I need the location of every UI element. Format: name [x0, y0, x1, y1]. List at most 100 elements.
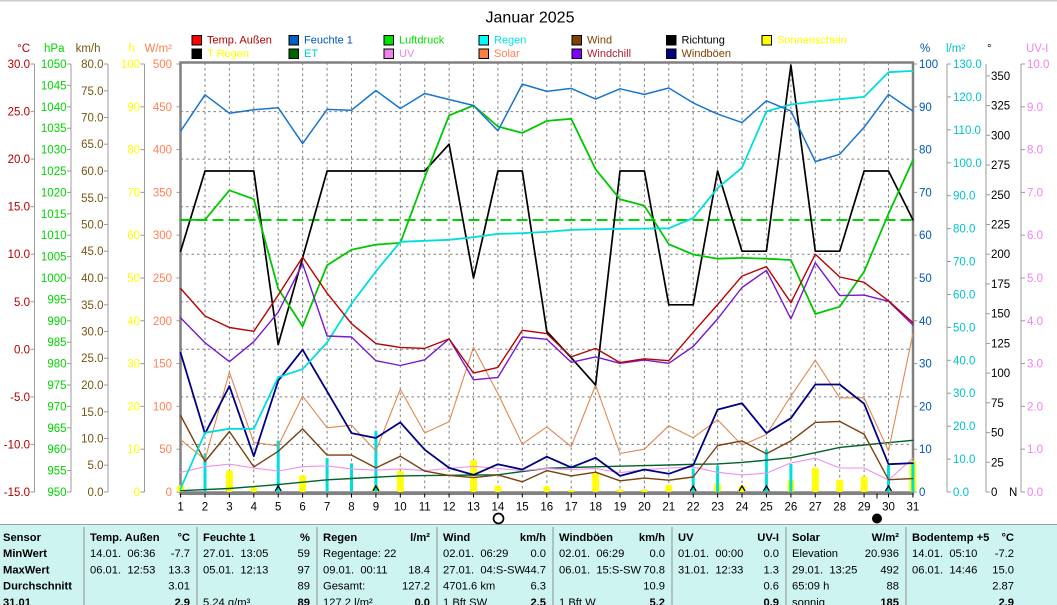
svg-text:29.01. 13:25: 29.01. 13:25 — [792, 564, 857, 576]
svg-text:km/h: km/h — [520, 532, 546, 544]
svg-text:27: 27 — [809, 502, 822, 514]
svg-text:Wind: Wind — [587, 35, 612, 47]
svg-text:15.0: 15.0 — [81, 407, 103, 419]
svg-text:06.01. 15:S-SW: 06.01. 15:S-SW — [559, 564, 642, 576]
svg-text:975: 975 — [47, 380, 66, 392]
svg-text:175: 175 — [991, 279, 1010, 291]
svg-text:200: 200 — [153, 316, 172, 328]
svg-text:16: 16 — [540, 502, 553, 514]
svg-text:-10.0: -10.0 — [4, 439, 30, 451]
svg-text:8.0: 8.0 — [1027, 145, 1043, 157]
svg-text:80.0: 80.0 — [953, 224, 975, 236]
svg-text:20.936: 20.936 — [865, 548, 899, 560]
svg-text:250: 250 — [991, 190, 1010, 202]
svg-text:0.0: 0.0 — [14, 344, 30, 356]
svg-text:27.01. 04:S-SW: 27.01. 04:S-SW — [443, 564, 526, 576]
svg-text:59: 59 — [298, 548, 310, 560]
svg-text:1005: 1005 — [41, 252, 67, 264]
svg-text:-7.7: -7.7 — [171, 548, 190, 560]
svg-text:31.01. 12:33: 31.01. 12:33 — [678, 564, 743, 576]
svg-text:492: 492 — [880, 564, 899, 576]
svg-text:10: 10 — [127, 444, 140, 456]
svg-text:sonnig: sonnig — [792, 597, 825, 605]
svg-text:Windböen: Windböen — [559, 532, 613, 544]
svg-text:97: 97 — [298, 564, 310, 576]
svg-text:10.0: 10.0 — [1027, 59, 1049, 71]
svg-text:-7.2: -7.2 — [995, 548, 1014, 560]
svg-text:0.0: 0.0 — [1027, 487, 1043, 499]
svg-text:21: 21 — [662, 502, 675, 514]
svg-text:UV-I: UV-I — [1026, 43, 1048, 55]
svg-text:km/h: km/h — [76, 43, 101, 55]
svg-text:150: 150 — [991, 309, 1010, 321]
svg-text:0.0: 0.0 — [530, 548, 546, 560]
svg-text:4: 4 — [251, 502, 258, 514]
svg-text:7: 7 — [324, 502, 330, 514]
svg-text:02.01. 06:29: 02.01. 06:29 — [443, 548, 508, 560]
svg-text:80: 80 — [919, 145, 932, 157]
svg-text:50: 50 — [991, 428, 1004, 440]
svg-text:Gesamt:: Gesamt: — [323, 581, 365, 593]
svg-text:100: 100 — [153, 401, 172, 413]
svg-text:1020: 1020 — [41, 187, 67, 199]
svg-text:0.0: 0.0 — [88, 487, 104, 499]
svg-text:70.8: 70.8 — [643, 564, 665, 576]
svg-text:950: 950 — [47, 487, 66, 499]
svg-text:20: 20 — [127, 401, 140, 413]
svg-text:88: 88 — [887, 581, 899, 593]
svg-text:Regentage: 22: Regentage: 22 — [323, 548, 396, 560]
svg-text:5.0: 5.0 — [1027, 273, 1043, 285]
svg-text:127.2: 127.2 — [402, 581, 430, 593]
svg-text:°C: °C — [1001, 532, 1014, 544]
svg-text:26: 26 — [785, 502, 798, 514]
svg-text:60: 60 — [127, 230, 140, 242]
svg-text:40.0: 40.0 — [81, 273, 103, 285]
svg-text:Sensor: Sensor — [3, 532, 42, 544]
svg-text:7.0: 7.0 — [1027, 187, 1043, 199]
svg-text:Wind: Wind — [443, 532, 470, 544]
svg-text:30.0: 30.0 — [81, 327, 103, 339]
svg-text:965: 965 — [47, 423, 66, 435]
svg-text:0: 0 — [166, 487, 172, 499]
svg-text:0.0: 0.0 — [649, 548, 665, 560]
svg-text:1035: 1035 — [41, 123, 67, 135]
svg-text:20.0: 20.0 — [953, 421, 975, 433]
svg-text:450: 450 — [153, 102, 172, 114]
svg-text:70.0: 70.0 — [953, 257, 975, 269]
svg-text:%: % — [300, 532, 310, 544]
svg-text:1 Bft SW: 1 Bft SW — [443, 597, 488, 605]
svg-text:l/m²: l/m² — [946, 43, 965, 55]
svg-text:0.0: 0.0 — [953, 487, 969, 499]
svg-text:1050: 1050 — [41, 59, 67, 71]
svg-text:300: 300 — [153, 230, 172, 242]
svg-text:11: 11 — [419, 502, 431, 514]
svg-text:5: 5 — [275, 502, 281, 514]
svg-text:-5.0: -5.0 — [10, 392, 30, 404]
svg-text:UV: UV — [399, 48, 415, 60]
svg-text:Windchill: Windchill — [587, 48, 631, 60]
svg-text:3: 3 — [226, 502, 232, 514]
svg-text:31.01: 31.01 — [3, 597, 31, 605]
svg-text:Bodentemp +5: Bodentemp +5 — [912, 532, 989, 544]
svg-text:90: 90 — [127, 102, 140, 114]
svg-text:5.0: 5.0 — [88, 460, 104, 472]
svg-text:10.0: 10.0 — [953, 454, 975, 466]
svg-text:18: 18 — [589, 502, 602, 514]
svg-text:110.0: 110.0 — [953, 125, 981, 137]
svg-text:W/m²: W/m² — [145, 43, 173, 55]
svg-text:100: 100 — [121, 59, 140, 71]
svg-text:4701.6 km: 4701.6 km — [443, 581, 495, 593]
svg-text:55.0: 55.0 — [81, 193, 103, 205]
svg-text:3.01: 3.01 — [168, 581, 190, 593]
svg-text:Windböen: Windböen — [682, 48, 732, 60]
svg-text:970: 970 — [47, 401, 66, 413]
svg-text:30.0: 30.0 — [953, 388, 975, 400]
svg-text:20.0: 20.0 — [81, 380, 103, 392]
svg-text:2.0: 2.0 — [1027, 401, 1043, 413]
svg-text:65:09 h: 65:09 h — [792, 581, 829, 593]
svg-text:275: 275 — [991, 160, 1010, 172]
svg-text:17: 17 — [565, 502, 578, 514]
svg-text:5.2: 5.2 — [649, 597, 665, 605]
svg-text:50.0: 50.0 — [953, 322, 975, 334]
svg-text:Luftdruck: Luftdruck — [399, 35, 445, 47]
